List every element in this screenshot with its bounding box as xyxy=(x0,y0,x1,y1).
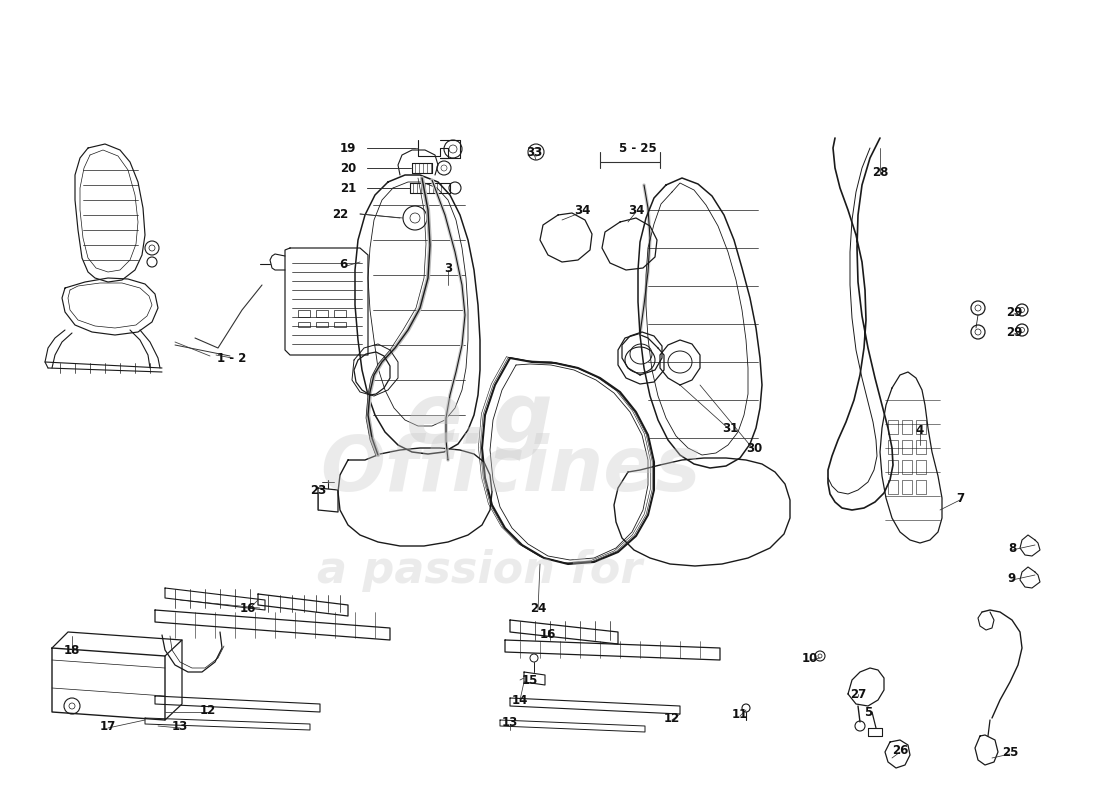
Text: 9: 9 xyxy=(1008,571,1016,585)
Bar xyxy=(888,440,898,454)
Text: 3: 3 xyxy=(444,262,452,274)
Bar xyxy=(902,420,912,434)
Bar xyxy=(916,480,926,494)
Bar xyxy=(316,322,328,327)
Bar xyxy=(298,310,310,317)
Text: 34: 34 xyxy=(574,203,591,217)
Text: 5 - 25: 5 - 25 xyxy=(619,142,657,154)
Bar xyxy=(316,310,328,317)
Text: 1 - 2: 1 - 2 xyxy=(218,351,246,365)
Text: 31: 31 xyxy=(722,422,738,434)
Text: 6: 6 xyxy=(339,258,348,271)
Text: 27: 27 xyxy=(850,687,866,701)
Text: a passion for: a passion for xyxy=(317,549,642,591)
Text: 13: 13 xyxy=(172,719,188,733)
Bar xyxy=(298,322,310,327)
Bar xyxy=(916,460,926,474)
Bar xyxy=(888,420,898,434)
Text: 17: 17 xyxy=(100,719,117,733)
Text: 29: 29 xyxy=(1005,306,1022,318)
Text: 10: 10 xyxy=(802,651,818,665)
Text: 4: 4 xyxy=(916,423,924,437)
Text: 16: 16 xyxy=(240,602,256,614)
Text: 29: 29 xyxy=(1005,326,1022,338)
Text: 12: 12 xyxy=(664,711,680,725)
Bar xyxy=(888,460,898,474)
Text: 24: 24 xyxy=(530,602,547,614)
Text: 22: 22 xyxy=(332,207,348,221)
Text: 5: 5 xyxy=(864,706,872,718)
Text: 8: 8 xyxy=(1008,542,1016,554)
Bar xyxy=(902,440,912,454)
Text: 11: 11 xyxy=(732,707,748,721)
Text: 21: 21 xyxy=(340,182,356,194)
Bar xyxy=(916,440,926,454)
Text: 33: 33 xyxy=(526,146,542,158)
Text: 19: 19 xyxy=(340,142,356,154)
Bar xyxy=(334,310,346,317)
Text: 25: 25 xyxy=(1002,746,1019,758)
Bar xyxy=(334,322,346,327)
Text: Officines: Officines xyxy=(320,433,701,507)
Text: 28: 28 xyxy=(872,166,888,178)
Bar xyxy=(888,480,898,494)
Text: 26: 26 xyxy=(892,743,909,757)
Text: e.g: e.g xyxy=(406,379,554,461)
Bar xyxy=(916,420,926,434)
Text: 34: 34 xyxy=(628,203,645,217)
Bar xyxy=(902,480,912,494)
Text: 12: 12 xyxy=(200,703,216,717)
Text: 23: 23 xyxy=(310,483,326,497)
Text: 14: 14 xyxy=(512,694,528,706)
Text: 16: 16 xyxy=(540,627,557,641)
Text: 7: 7 xyxy=(956,491,964,505)
Text: 30: 30 xyxy=(746,442,762,454)
Bar xyxy=(902,460,912,474)
Text: 20: 20 xyxy=(340,162,356,174)
Text: 13: 13 xyxy=(502,715,518,729)
Text: 18: 18 xyxy=(64,643,80,657)
Text: 15: 15 xyxy=(521,674,538,686)
